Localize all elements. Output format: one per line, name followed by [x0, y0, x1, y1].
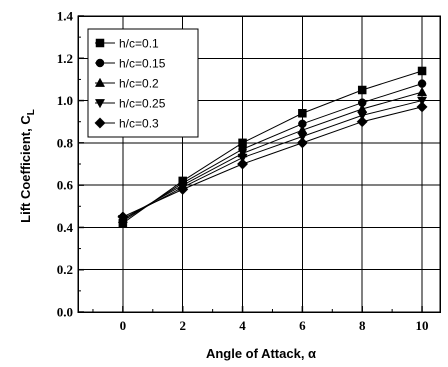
legend-marker-square — [95, 38, 105, 48]
data-point-triangle-down — [237, 153, 248, 163]
data-point-square — [298, 109, 307, 118]
y-tick-label: 0.2 — [57, 262, 73, 277]
series-line — [122, 100, 423, 220]
y-axis-title: Lift Coefficient, CL — [18, 109, 37, 223]
y-tick-label: 1.0 — [57, 93, 73, 108]
series-line — [122, 91, 423, 220]
y-tick-label: 1.2 — [57, 51, 73, 66]
data-point-triangle-up — [417, 86, 428, 96]
x-tick-label: 2 — [179, 318, 186, 333]
data-point-diamond — [356, 116, 368, 128]
data-point-triangle-down — [297, 132, 308, 142]
data-point-diamond — [177, 183, 189, 195]
legend-entry: h/c=0.25 — [94, 97, 166, 111]
legend-label: h/c=0.15 — [119, 57, 166, 71]
legend-label: h/c=0.3 — [119, 117, 159, 131]
data-point-triangle-down — [357, 111, 368, 121]
data-point-triangle-down — [417, 96, 428, 106]
data-point-triangle-up — [297, 124, 308, 135]
legend: h/c=0.1 h/c=0.15 h/c=0.2 h/c=0.25 h/c=0.3 — [87, 28, 199, 138]
data-point-diamond — [416, 101, 428, 113]
series-layer — [117, 66, 428, 228]
data-point-diamond — [117, 211, 129, 223]
data-point-circle — [417, 79, 427, 88]
legend-marker-triangle-up — [94, 77, 106, 87]
x-tick-label: 0 — [120, 318, 127, 333]
legend-marker-triangle-down — [94, 99, 106, 109]
legend-marker-diamond — [94, 117, 106, 129]
data-point-diamond — [236, 158, 249, 170]
tick-layer: 0 2 4 6 8 10 0.0 0.2 0.4 0.6 0.8 1.0 1.2 1.4 — [57, 9, 429, 334]
x-tick-label: 8 — [359, 318, 366, 333]
legend-entry: h/c=0.2 — [94, 77, 159, 91]
x-tick-label: 6 — [299, 318, 306, 333]
legend-entry: h/c=0.15 — [95, 57, 166, 71]
x-tick-label: 10 — [416, 318, 429, 333]
series-line — [122, 70, 423, 224]
x-axis-title: Angle of Attack, α — [206, 346, 316, 361]
data-point-diamond — [296, 137, 308, 149]
legend-entry: h/c=0.3 — [94, 117, 159, 131]
legend-entry: h/c=0.1 — [95, 37, 159, 51]
y-tick-label: 0.4 — [57, 220, 74, 235]
data-point-square — [357, 85, 367, 95]
y-tick-label: 0.8 — [57, 135, 74, 150]
legend-label: h/c=0.1 — [119, 37, 159, 51]
series-5 — [117, 101, 428, 223]
y-axis-title-subscript: L — [26, 109, 37, 115]
series-line — [122, 83, 423, 222]
y-axis-title-main: Lift Coefficient, C — [18, 115, 33, 223]
y-tick-label: 0.6 — [57, 178, 74, 193]
series-line — [122, 106, 423, 218]
data-point-square — [417, 66, 427, 76]
x-tick-label: 4 — [239, 318, 246, 333]
legend-label: h/c=0.2 — [119, 77, 159, 91]
legend-marker-circle — [95, 58, 105, 68]
y-tick-label: 0.0 — [57, 305, 73, 320]
y-tick-label: 1.4 — [57, 9, 74, 24]
legend-label: h/c=0.25 — [119, 97, 166, 111]
